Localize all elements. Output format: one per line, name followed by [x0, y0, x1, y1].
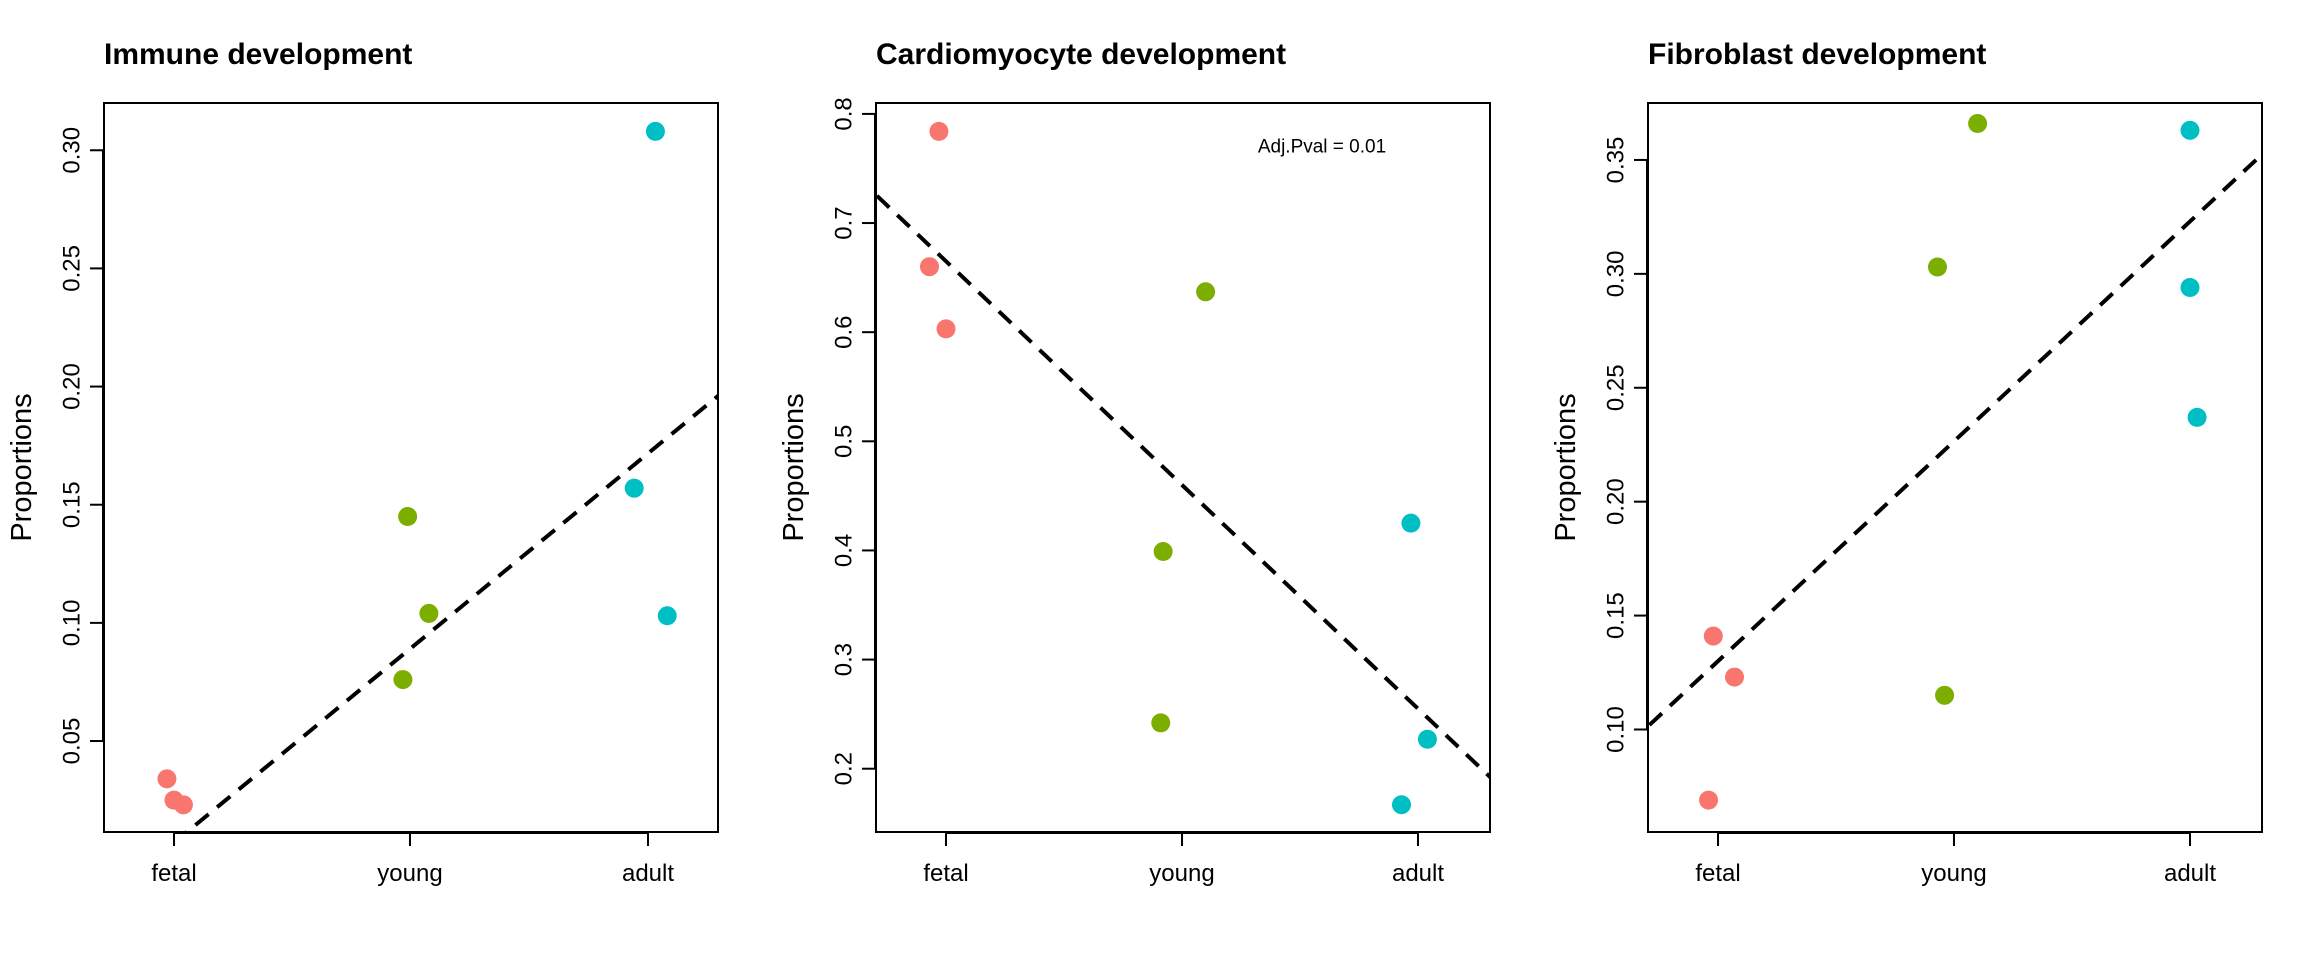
y-tick-label: 0.30: [1603, 251, 1630, 298]
y-axis-label: Proportions: [1550, 393, 1582, 541]
y-tick-label: 0.3: [831, 643, 858, 676]
data-point-young: [1153, 542, 1173, 562]
x-axis: fetal young adult: [151, 832, 674, 887]
series-adult: [1391, 513, 1437, 815]
chart-panel-3: Fibroblast developmentProportions0.100.1…: [1550, 38, 2263, 887]
plot-frame: [1647, 102, 2263, 833]
y-tick-label: 0.8: [831, 97, 858, 130]
data-point-young: [1935, 685, 1955, 705]
data-point-adult: [1391, 795, 1411, 815]
data-point-fetal: [936, 319, 956, 339]
y-axis: 0.2 0.3 0.4 0.5 0.6 0.7 0.8: [831, 97, 876, 785]
data-point-young: [398, 507, 418, 527]
data-point-young: [1151, 713, 1171, 733]
data-point-adult: [645, 121, 665, 141]
x-tick-label-fetal: fetal: [1695, 860, 1740, 887]
data-point-young: [393, 670, 413, 690]
series-fetal: [157, 769, 193, 815]
y-axis: 0.10 0.15 0.20 0.25 0.30 0.35: [1603, 137, 1648, 753]
x-axis: fetal young adult: [1695, 832, 2216, 887]
plot-frame: [103, 102, 719, 833]
data-point-young: [419, 603, 439, 623]
y-tick-label: 0.7: [831, 206, 858, 239]
x-tick-label-young: young: [1149, 860, 1214, 887]
y-tick-label: 0.15: [59, 481, 86, 528]
data-point-adult: [657, 606, 677, 626]
y-tick-label: 0.10: [1603, 706, 1630, 753]
chart-title: Immune development: [104, 38, 412, 71]
chart-title: Fibroblast development: [1648, 38, 1986, 71]
data-point-adult: [1417, 729, 1437, 749]
data-point-young: [1196, 282, 1216, 302]
series-adult: [2180, 120, 2207, 427]
x-tick-label-adult: adult: [1392, 860, 1444, 887]
trend-line: [1648, 151, 2262, 730]
data-point-adult: [2180, 278, 2200, 298]
y-tick-label: 0.05: [59, 718, 86, 765]
y-tick-label: 0.35: [1603, 137, 1630, 184]
series-adult: [624, 121, 677, 626]
p-value-annotation: Adj.Pval = 0.01: [1258, 137, 1386, 158]
y-tick-label: 0.4: [831, 534, 858, 567]
data-point-fetal: [929, 121, 949, 141]
chart-panel-1: Immune development Proportions 0.05 0.10 0.1…: [6, 38, 719, 887]
y-tick-label: 0.20: [1603, 478, 1630, 525]
data-point-fetal: [1699, 790, 1719, 810]
y-axis-label: Proportions: [6, 393, 38, 541]
series-young: [1927, 114, 1988, 705]
data-point-adult: [2187, 407, 2207, 427]
chart-panel-2: Cardiomyocyte developmentProportions0.20…: [778, 38, 1491, 887]
x-tick-label-adult: adult: [622, 860, 674, 887]
y-tick-label: 0.20: [59, 363, 86, 410]
trend-line: [876, 192, 1490, 780]
y-tick-label: 0.15: [1603, 592, 1630, 639]
y-tick-label: 0.5: [831, 425, 858, 458]
chart-title: Cardiomyocyte development: [876, 38, 1286, 71]
series-fetal: [919, 121, 956, 339]
data-point-young: [1968, 114, 1988, 134]
data-point-adult: [624, 478, 644, 498]
y-tick-label: 0.30: [59, 127, 86, 174]
y-tick-label: 0.10: [59, 600, 86, 647]
series-young: [393, 507, 439, 690]
x-tick-label-fetal: fetal: [151, 860, 196, 887]
data-point-adult: [1401, 513, 1421, 533]
series-young: [1151, 282, 1216, 733]
data-point-fetal: [157, 769, 177, 789]
y-tick-label: 0.6: [831, 315, 858, 348]
y-tick-label: 0.25: [59, 245, 86, 292]
data-point-fetal: [1725, 667, 1745, 687]
series-fetal: [1699, 626, 1745, 810]
y-tick-label: 0.25: [1603, 364, 1630, 411]
y-tick-label: 0.2: [831, 752, 858, 785]
data-point-young: [1927, 257, 1947, 277]
data-point-fetal: [1703, 626, 1723, 646]
y-axis: 0.05 0.10 0.15 0.20 0.25 0.30: [59, 127, 104, 764]
x-tick-label-young: young: [377, 860, 442, 887]
x-tick-label-young: young: [1921, 860, 1986, 887]
x-tick-label-adult: adult: [2164, 860, 2216, 887]
x-tick-label-fetal: fetal: [923, 860, 968, 887]
data-point-fetal: [173, 795, 193, 815]
y-axis-label: Proportions: [778, 393, 810, 541]
plot-frame: [875, 102, 1491, 833]
data-point-adult: [2180, 120, 2200, 140]
data-point-fetal: [919, 257, 939, 277]
x-axis: fetal young adult: [923, 832, 1444, 887]
trend-line: [183, 393, 718, 832]
